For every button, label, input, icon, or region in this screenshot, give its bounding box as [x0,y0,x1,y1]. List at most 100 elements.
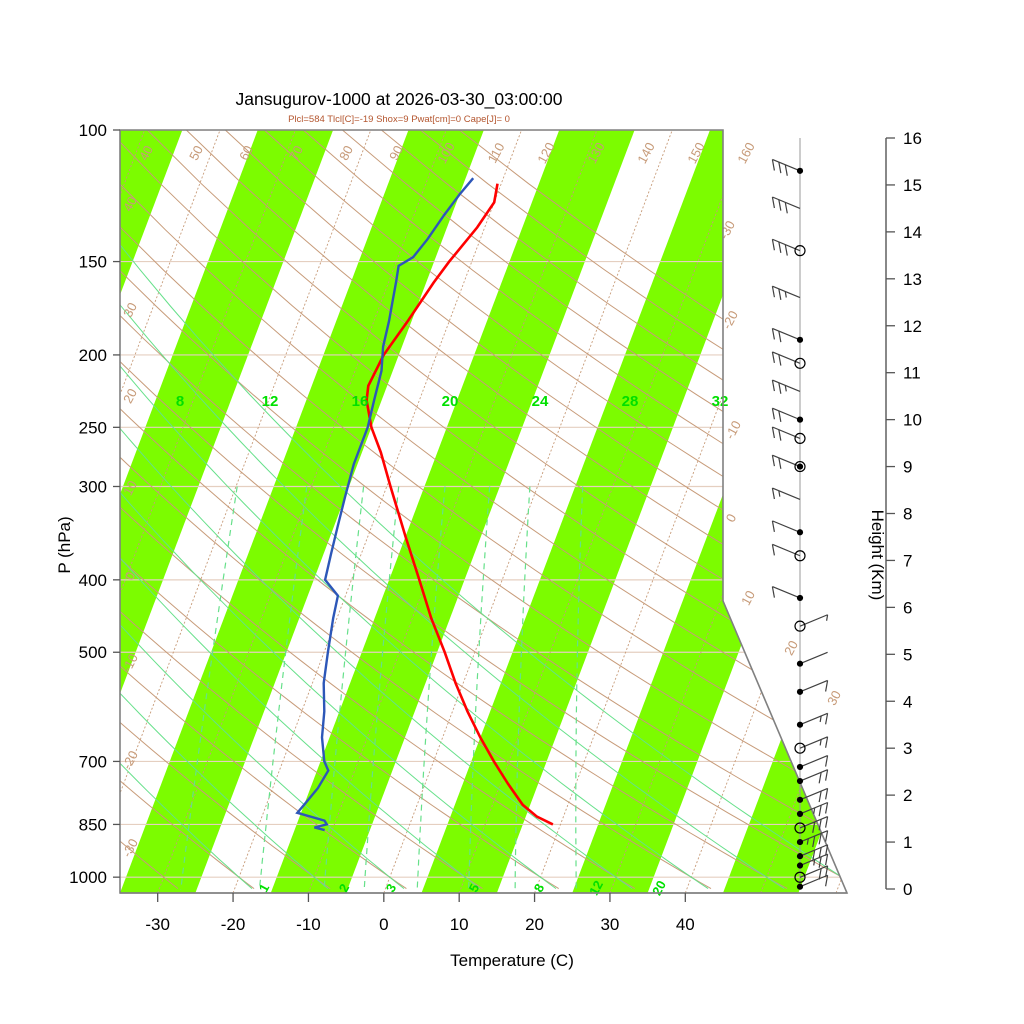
barb-staff [772,158,801,172]
dry-adiabat [224,130,847,890]
height-tick-label: 8 [903,505,912,524]
barb-level-marker-open [794,357,806,369]
barb-full [778,199,782,211]
barb-level-marker-open [794,432,806,444]
mixing-ratio-line [416,486,446,890]
barb-level-marker [796,763,804,771]
barb-full [784,164,788,176]
wind-barb [796,874,829,890]
pressure-axis-label: P (hPa) [55,516,74,573]
height-tick-label: 15 [903,176,922,195]
wind-barb [771,238,806,257]
wind-barb [794,816,829,834]
mixing-ratio-lines [180,486,584,890]
barb-full [784,202,788,214]
barb-staff [799,712,828,726]
dewpoint-curve [295,177,475,832]
dry-adiabat [120,130,788,890]
moist-adiabat [120,130,557,890]
barb-level-marker [796,883,804,890]
height-tick-label: 9 [903,458,912,477]
wind-barb [771,407,804,423]
barb-full [778,354,782,366]
barb-full [771,196,775,209]
wind-barb [771,327,804,343]
barb-full [825,769,829,781]
dry-adiabat-label: 60 [236,143,256,163]
dry-adiabat [120,130,483,890]
barb-full [771,159,775,171]
barb-full [812,835,816,848]
wind-barb [796,787,829,803]
dry-adiabat-label: 90 [386,143,406,163]
dry-adiabat-label: 40 [136,143,156,163]
pressure-tick-label: 850 [79,815,107,834]
barb-full [825,755,829,767]
wind-barb [796,853,829,869]
barb-level-marker [796,721,804,728]
barb-full [818,868,822,880]
barb-half [784,291,787,298]
barb-full [771,520,775,532]
barb-half [806,838,809,845]
mixing-ratio-label: 28 [622,393,639,410]
barb-full [771,544,775,556]
temperature-tick-label: 40 [676,915,695,934]
barb-staff [772,407,801,421]
barb-level-marker [796,777,804,785]
barb-level-marker [796,853,804,860]
barb-full [825,816,829,828]
mixing-ratio-label: 16 [352,393,369,410]
height-tick-label: 7 [903,551,912,570]
pressure-tick-label: 700 [79,752,107,771]
mixing-ratio-line [363,486,400,890]
temperature-curve [365,183,554,826]
barb-half [826,614,829,621]
barb-full [778,410,782,422]
barb-half [813,807,816,814]
wind-barb [771,487,801,500]
barb-full [825,844,829,856]
mixing-ratio-label: 32 [712,393,729,410]
barb-level-marker [796,336,804,343]
height-tick-label: 3 [903,739,912,758]
barb-half [819,715,822,723]
dry-adiabat-label: 10 [738,588,758,608]
dry-adiabat [146,130,847,890]
wind-barb [771,285,801,300]
barb-full [825,680,829,692]
height-tick-label: 11 [903,364,921,383]
barb-staff [772,327,801,341]
barb-level-marker [796,838,804,846]
wind-barb [771,426,806,444]
moist-adiabat [120,130,405,889]
dry-adiabat-label: 50 [186,143,206,163]
barb-level-marker [796,594,804,602]
barb-full [771,586,775,598]
barb-staff [772,586,801,599]
barb-full [778,288,782,300]
barb-full [771,328,775,340]
mixing-ratio-label: 24 [532,393,549,410]
barb-half [784,385,787,392]
barb-staff [772,379,801,393]
barb-level-marker-open [794,742,806,754]
barb-full [771,455,775,467]
dry-adiabat-label: 30 [824,688,844,708]
mixing-ratio-line [258,486,308,890]
barb-full [778,429,782,441]
dry-adiabat-label: 30 [120,300,140,320]
dry-adiabat [120,130,712,890]
barb-full [778,382,782,394]
barb-full [771,379,775,392]
barb-level-marker [796,796,804,803]
height-tick-label: 4 [903,692,912,711]
barb-full [812,849,816,862]
temperature-axis: -30 -20 -10 0 10 20 30 40 [120,892,847,934]
barb-staff [772,520,801,533]
barb-level-marker-open [794,871,806,883]
pressure-tick-label: 400 [79,571,107,590]
barb-full [825,865,829,877]
wind-barb [796,801,829,818]
